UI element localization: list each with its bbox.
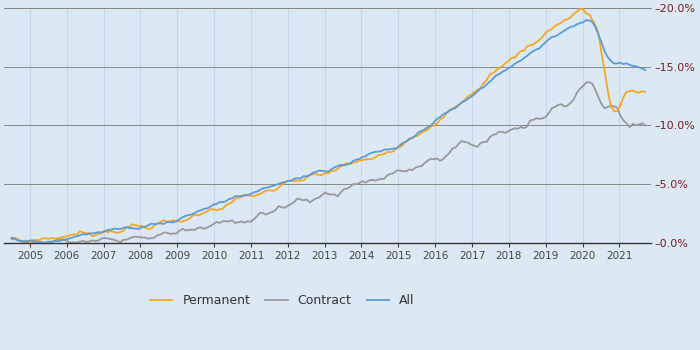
Contract [395,168,404,173]
Permanent [641,90,650,94]
All [358,155,367,159]
Permanent [439,116,447,120]
Line: All: All [11,20,645,243]
Contract [23,241,32,245]
All [592,25,600,29]
Contract [358,179,367,183]
Contract [641,123,650,127]
Permanent [26,240,34,245]
All [395,143,404,147]
Contract [592,88,600,92]
Line: Permanent: Permanent [11,9,645,243]
Permanent [592,23,600,27]
All [91,231,99,235]
Permanent [395,145,404,149]
Permanent [358,158,367,162]
Contract [585,80,594,84]
All [641,68,650,72]
All [408,136,416,140]
Contract [408,168,416,172]
Permanent [91,233,99,237]
Permanent [579,7,587,11]
Line: Contract: Contract [11,82,645,243]
Permanent [408,136,416,140]
Contract [439,157,447,161]
All [7,236,15,240]
Contract [7,237,15,241]
All [582,18,590,22]
Contract [91,239,99,243]
All [38,241,47,245]
Legend: Permanent, Contract, All: Permanent, Contract, All [145,289,419,312]
All [439,112,447,117]
Permanent [7,236,15,240]
